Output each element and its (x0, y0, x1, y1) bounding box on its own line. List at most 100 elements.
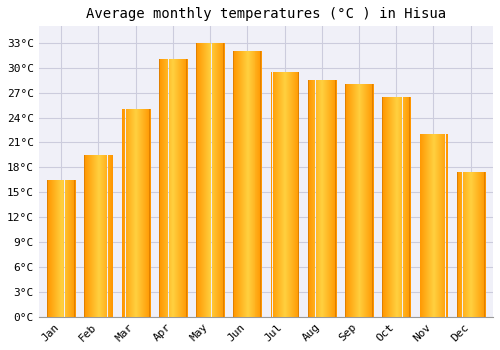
Bar (274, 72, 276, 317)
Bar (291, 72, 292, 317)
Bar (409, 97, 410, 317)
Bar (351, 84, 352, 317)
Bar (142, 109, 143, 317)
Bar (186, 60, 187, 317)
Bar (234, 51, 235, 317)
Bar (252, 51, 254, 317)
Bar (179, 60, 180, 317)
Bar (98, 155, 99, 317)
Bar (146, 109, 148, 317)
Bar (223, 43, 224, 317)
Bar (272, 72, 274, 317)
Bar (404, 97, 406, 317)
Bar (245, 51, 246, 317)
Bar (284, 72, 285, 317)
Bar (314, 80, 316, 317)
Bar (429, 134, 430, 317)
Bar (332, 80, 333, 317)
Bar (130, 109, 131, 317)
Bar (287, 72, 288, 317)
Bar (468, 172, 469, 317)
Bar (368, 84, 369, 317)
Bar (241, 51, 242, 317)
Bar (345, 84, 346, 317)
Bar (281, 72, 282, 317)
Bar (354, 84, 356, 317)
Bar (460, 172, 462, 317)
Bar (242, 51, 243, 317)
Bar (159, 60, 160, 317)
Bar (140, 109, 141, 317)
Bar (294, 72, 296, 317)
Bar (218, 43, 219, 317)
Bar (101, 155, 102, 317)
Bar (483, 172, 484, 317)
Bar (172, 60, 174, 317)
Bar (439, 134, 440, 317)
Bar (327, 80, 328, 317)
Bar (371, 84, 372, 317)
Bar (166, 60, 168, 317)
Bar (216, 43, 218, 317)
Bar (369, 84, 370, 317)
Bar (298, 72, 300, 317)
Bar (436, 134, 437, 317)
Bar (433, 134, 434, 317)
Bar (84, 155, 86, 317)
Bar (328, 80, 329, 317)
Bar (106, 155, 108, 317)
Bar (385, 97, 386, 317)
Bar (348, 84, 349, 317)
Bar (66, 180, 68, 317)
Bar (204, 43, 205, 317)
Bar (254, 51, 256, 317)
Bar (197, 43, 198, 317)
Bar (437, 134, 438, 317)
Bar (249, 51, 250, 317)
Bar (484, 172, 486, 317)
Bar (86, 155, 88, 317)
Bar (347, 84, 348, 317)
Bar (256, 51, 258, 317)
Bar (309, 80, 310, 317)
Bar (389, 97, 390, 317)
Bar (280, 72, 281, 317)
Bar (325, 80, 326, 317)
Bar (137, 109, 138, 317)
Bar (122, 109, 124, 317)
Bar (201, 43, 202, 317)
Bar (148, 109, 150, 317)
Bar (427, 134, 428, 317)
Bar (477, 172, 478, 317)
Bar (475, 172, 476, 317)
Bar (393, 97, 394, 317)
Bar (388, 97, 389, 317)
Bar (212, 43, 214, 317)
Bar (360, 84, 362, 317)
Bar (472, 172, 473, 317)
Bar (260, 51, 261, 317)
Bar (432, 134, 433, 317)
Bar (62, 180, 64, 317)
Bar (148, 109, 150, 317)
Bar (318, 80, 320, 317)
Bar (92, 155, 93, 317)
Bar (88, 155, 89, 317)
Bar (473, 172, 474, 317)
Bar (442, 134, 444, 317)
Bar (108, 155, 110, 317)
Bar (250, 51, 252, 317)
Bar (430, 134, 431, 317)
Bar (187, 60, 188, 317)
Bar (99, 155, 100, 317)
Bar (91, 155, 92, 317)
Bar (174, 60, 175, 317)
Bar (322, 80, 323, 317)
Bar (93, 155, 94, 317)
Bar (457, 172, 458, 317)
Bar (181, 60, 182, 317)
Bar (276, 72, 278, 317)
Bar (349, 84, 350, 317)
Bar (386, 97, 387, 317)
Bar (58, 180, 59, 317)
